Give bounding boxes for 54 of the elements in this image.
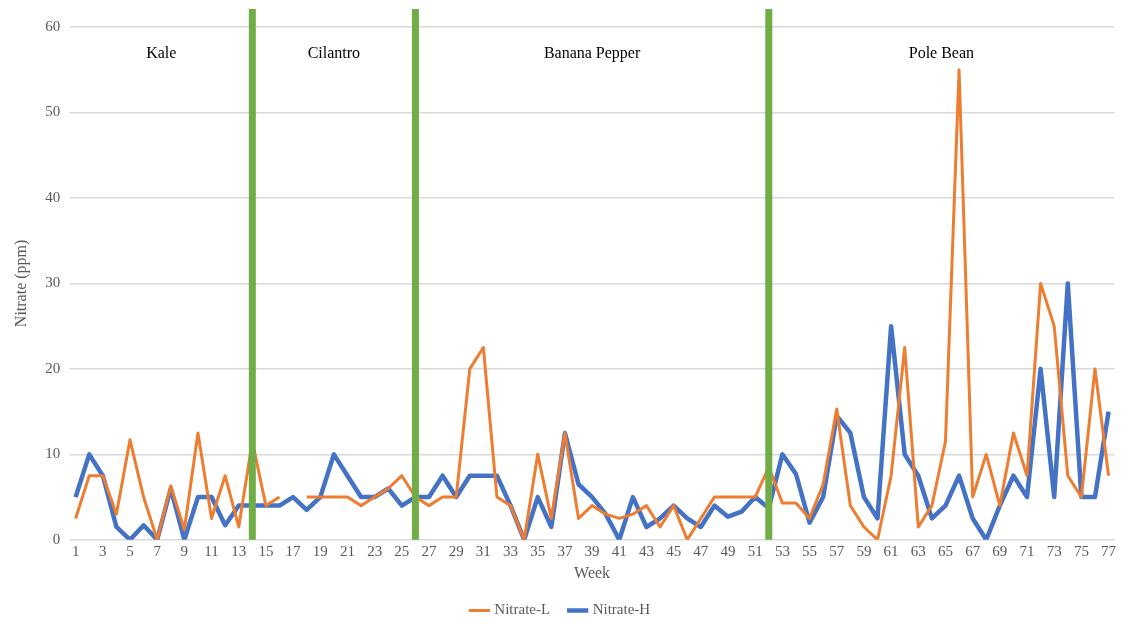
x-tick-label: 43 xyxy=(638,542,654,559)
x-tick-label: 19 xyxy=(312,542,328,559)
y-tick-label: 30 xyxy=(45,274,61,291)
x-tick-label: 3 xyxy=(99,542,107,559)
x-tick-label: 65 xyxy=(937,542,953,559)
x-tick-label: 49 xyxy=(720,542,736,559)
x-tick-label: 11 xyxy=(204,542,219,559)
x-tick-label: 45 xyxy=(666,542,682,559)
x-tick-label: 53 xyxy=(774,542,790,559)
x-tick-label: 63 xyxy=(910,542,926,559)
y-axis-title: Nitrate (ppm) xyxy=(11,239,30,328)
x-tick-label: 35 xyxy=(530,542,546,559)
x-tick-label: 9 xyxy=(180,542,189,559)
x-tick-label: 27 xyxy=(421,542,438,559)
y-tick-label: 10 xyxy=(45,445,61,462)
x-tick-label: 23 xyxy=(367,542,383,559)
x-tick-label: 71 xyxy=(1019,542,1035,559)
x-tick-label: 5 xyxy=(126,542,134,559)
legend-label: Nitrate-H xyxy=(592,601,651,618)
x-tick-label: 75 xyxy=(1073,542,1089,559)
x-tick-label: 25 xyxy=(394,542,410,559)
x-tick-label: 47 xyxy=(693,542,709,559)
x-tick-label: 21 xyxy=(339,542,355,559)
x-tick-label: 69 xyxy=(992,542,1008,559)
y-tick-label: 20 xyxy=(45,359,61,376)
annotation: Pole Bean xyxy=(908,44,975,62)
x-tick-label: 59 xyxy=(856,542,872,559)
x-tick-label: 41 xyxy=(611,542,627,559)
x-tick-label: 55 xyxy=(802,542,818,559)
x-tick-label: 37 xyxy=(557,542,573,559)
x-tick-label: 7 xyxy=(153,542,162,559)
x-tick-label: 67 xyxy=(965,542,981,559)
x-tick-label: 29 xyxy=(448,542,464,559)
x-axis-title: Week xyxy=(574,563,611,581)
y-tick-label: 60 xyxy=(45,17,61,34)
x-tick-label: 57 xyxy=(829,542,845,559)
x-tick-label: 33 xyxy=(503,542,519,559)
legend-label: Nitrate-L xyxy=(494,601,551,618)
x-tick-label: 77 xyxy=(1101,542,1117,559)
annotation: Banana Pepper xyxy=(543,44,641,63)
x-tick-label: 39 xyxy=(584,542,600,559)
y-tick-label: 0 xyxy=(52,530,61,547)
annotation: Kale xyxy=(146,44,177,62)
x-tick-label: 17 xyxy=(285,542,302,559)
x-tick-label: 73 xyxy=(1046,542,1062,559)
x-tick-label: 31 xyxy=(475,542,491,559)
x-tick-label: 13 xyxy=(231,542,247,559)
x-tick-label: 1 xyxy=(71,542,80,559)
x-tick-label: 15 xyxy=(258,542,274,559)
x-tick-label: 61 xyxy=(883,542,899,559)
y-tick-label: 40 xyxy=(45,188,61,205)
x-tick-label: 51 xyxy=(747,542,763,559)
y-tick-label: 50 xyxy=(45,103,61,120)
annotation: Cilantro xyxy=(307,44,361,62)
